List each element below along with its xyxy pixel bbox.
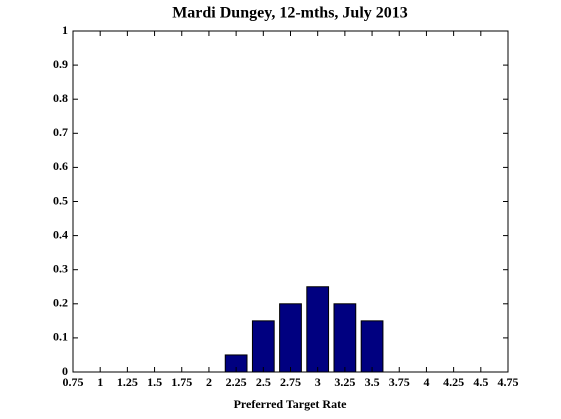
x-tick-label: 1 — [97, 375, 103, 389]
bar — [306, 286, 330, 373]
y-tick-label: 0.7 — [53, 125, 68, 139]
y-tick-label: 0.4 — [53, 227, 68, 241]
x-tick-label: 4.5 — [473, 375, 488, 389]
y-tick-label: 0.1 — [53, 330, 68, 344]
x-axis-label: Preferred Target Rate — [234, 397, 348, 411]
x-tick-label: 4.75 — [498, 375, 519, 389]
chart-title: Mardi Dungey, 12-mths, July 2013 — [172, 5, 408, 22]
x-tick-label: 1.25 — [117, 375, 138, 389]
x-tick-label: 0.75 — [63, 375, 84, 389]
y-tick-label: 0.5 — [53, 193, 68, 207]
x-tick-label: 4 — [423, 375, 429, 389]
x-tick-label: 2.5 — [256, 375, 271, 389]
y-tick-label: 1 — [62, 23, 68, 37]
bar — [333, 303, 357, 373]
x-tick-label: 3.75 — [389, 375, 410, 389]
x-tick-label: 3.5 — [365, 375, 380, 389]
bar — [251, 320, 275, 373]
y-tick-label: 0.6 — [53, 159, 68, 173]
y-tick-label: 0.3 — [53, 261, 68, 275]
y-tick-label: 0 — [62, 364, 68, 378]
y-tick-label: 0.9 — [53, 57, 68, 71]
x-tick-label: 2.75 — [280, 375, 301, 389]
y-tick-label: 0.8 — [53, 91, 68, 105]
x-tick-label: 3 — [315, 375, 321, 389]
x-tick-label: 4.25 — [443, 375, 464, 389]
x-tick-label: 1.5 — [147, 375, 162, 389]
bar — [360, 320, 384, 373]
x-tick-label: 2.25 — [226, 375, 247, 389]
x-tick-label: 1.75 — [171, 375, 192, 389]
y-tick-label: 0.2 — [53, 296, 68, 310]
x-tick-label: 3.25 — [334, 375, 355, 389]
bar — [279, 303, 302, 373]
x-tick-label: 2 — [206, 375, 212, 389]
